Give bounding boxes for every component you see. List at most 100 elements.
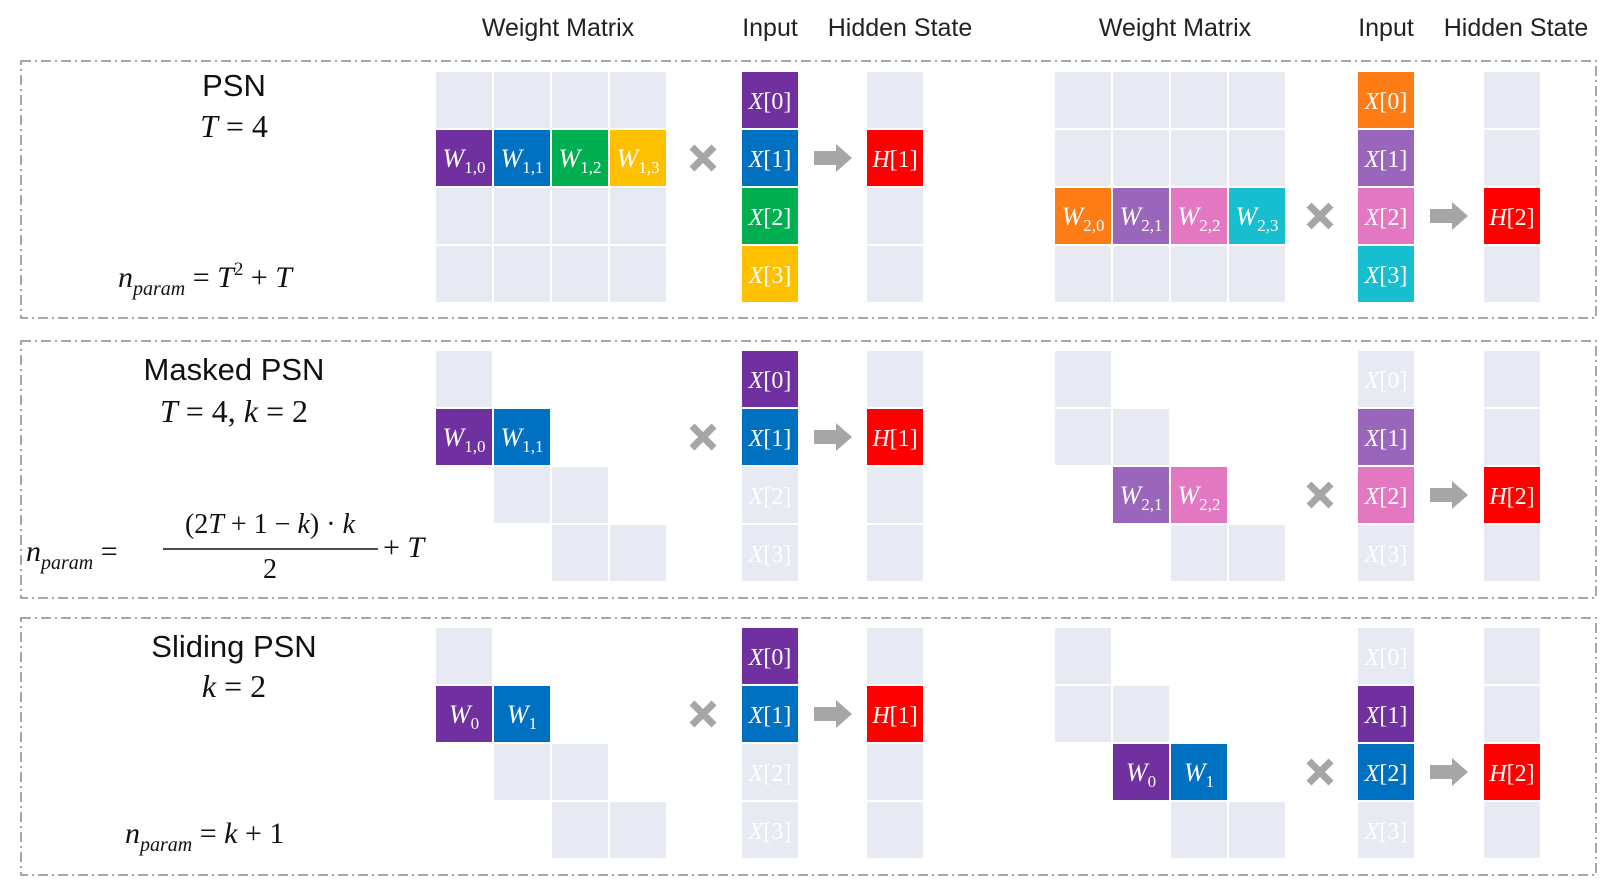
masked-psn-left-right-arrow-icon — [814, 423, 852, 451]
sliding-psn-left-hidden-empty-cell — [867, 744, 923, 800]
sliding-psn-left-input-label: X[3] — [748, 819, 792, 845]
masked-psn-right-weight-label: W2,1 — [1120, 481, 1163, 514]
masked-psn-left-weight-label: W1,0 — [443, 423, 486, 456]
masked-psn-left-input-cell — [742, 351, 798, 407]
panel-title-masked-psn: Masked PSN — [144, 352, 325, 387]
psn-right-times-icon — [1306, 202, 1334, 230]
sliding-psn-left-right-arrow-icon — [814, 700, 852, 728]
psn-right-weight-cell — [1055, 188, 1111, 244]
masked-psn-left-input-label: X[3] — [748, 542, 792, 568]
masked-psn-right-input-label: X[0] — [1364, 368, 1408, 394]
panel-params-sliding-psn: k = 2 — [202, 668, 266, 704]
masked-psn-right-input-label: X[3] — [1364, 542, 1408, 568]
masked-psn-left-input-cell — [742, 525, 798, 581]
sliding-psn-left-input-cell — [742, 628, 798, 684]
sliding-psn-left-input-label: X[2] — [748, 761, 792, 787]
masked-psn-right-right-arrow-icon — [1430, 481, 1468, 509]
formula-sliding-psn: nparam = k + 1 — [125, 817, 284, 856]
psn-right-weight-empty-cell — [1171, 72, 1227, 128]
masked-psn-left-weight-label: W1,1 — [501, 423, 544, 456]
masked-psn-left-hidden-empty-cell — [867, 351, 923, 407]
psn-right-weight-cell — [1229, 188, 1285, 244]
masked-psn-right-weight-empty-cell — [1055, 409, 1111, 465]
sliding-psn-right-weight-empty-cell — [1171, 802, 1227, 858]
panel-title-sliding-psn: Sliding PSN — [151, 629, 316, 664]
sliding-psn-left-input-cell — [742, 744, 798, 800]
psn-left-input-label: X[0] — [748, 89, 792, 115]
psn-left-weight-label: W1,3 — [617, 144, 660, 177]
sliding-psn-right-input-label: X[2] — [1364, 761, 1408, 787]
sliding-psn-right-weight-empty-cell — [1055, 686, 1111, 742]
psn-right-weight-empty-cell — [1229, 130, 1285, 186]
psn-right-weight-label: W2,3 — [1236, 202, 1279, 235]
sliding-psn-left-weight-empty-cell — [610, 802, 666, 858]
masked-psn-left-times-icon — [689, 423, 717, 451]
header-hidden-state-right: Hidden State — [1444, 14, 1589, 42]
sliding-psn-left-weight-cell — [494, 686, 550, 742]
svg-text:2: 2 — [263, 554, 277, 585]
sliding-psn-right-input-cell — [1358, 686, 1414, 742]
psn-left-weight-empty-cell — [610, 246, 666, 302]
sliding-psn-right-weight-empty-cell — [1229, 802, 1285, 858]
psn-left-weight-empty-cell — [436, 188, 492, 244]
psn-right-weight-empty-cell — [1055, 72, 1111, 128]
sliding-psn-left-input-label: X[0] — [748, 645, 792, 671]
masked-psn-left-hidden-state-cell — [867, 409, 923, 465]
masked-psn-left-weight-cell — [436, 409, 492, 465]
psn-left-hidden-state-cell — [867, 130, 923, 186]
svg-text:nparam =: nparam = — [26, 535, 118, 574]
sliding-psn-right-weight-cell — [1113, 744, 1169, 800]
psn-right-weight-empty-cell — [1229, 246, 1285, 302]
masked-psn-right-input-label: X[1] — [1364, 426, 1408, 452]
sliding-psn-right-input-label: X[1] — [1364, 703, 1408, 729]
sliding-psn-right-input-cell — [1358, 802, 1414, 858]
panel-frame-sliding-psn — [20, 617, 1597, 876]
panel-frame-masked-psn — [20, 340, 1597, 599]
sliding-psn-right-input-cell — [1358, 628, 1414, 684]
psn-left-weight-label: W1,1 — [501, 144, 544, 177]
psn-right-weight-label: W2,0 — [1062, 202, 1105, 235]
masked-psn-left-input-label: X[2] — [748, 484, 792, 510]
header-input-left: Input — [742, 14, 798, 42]
masked-psn-left-weight-empty-cell — [610, 525, 666, 581]
masked-psn-left-input-label: X[1] — [748, 426, 792, 452]
masked-psn-right-hidden-empty-cell — [1484, 525, 1540, 581]
sliding-psn-left-weight-label: W1 — [507, 700, 537, 733]
sliding-psn-left-weight-label: W0 — [449, 700, 479, 733]
masked-psn-left-weight-empty-cell — [494, 467, 550, 523]
psn-left-input-cell — [742, 72, 798, 128]
psn-left-weight-cell — [494, 130, 550, 186]
psn-left-hidden-label: H[1] — [871, 147, 917, 173]
psn-right-weight-empty-cell — [1055, 246, 1111, 302]
psn-left-weight-cell — [552, 130, 608, 186]
masked-psn-right-input-cell — [1358, 409, 1414, 465]
psn-left-input-label: X[2] — [748, 205, 792, 231]
psn-right-input-cell — [1358, 72, 1414, 128]
psn-left-times-icon — [689, 144, 717, 172]
sliding-psn-right-right-arrow-icon — [1430, 758, 1468, 786]
psn-right-weight-empty-cell — [1055, 130, 1111, 186]
masked-psn-right-input-cell — [1358, 525, 1414, 581]
psn-left-weight-empty-cell — [494, 72, 550, 128]
psn-right-input-cell — [1358, 130, 1414, 186]
psn-right-input-label: X[0] — [1364, 89, 1408, 115]
masked-psn-left-hidden-empty-cell — [867, 525, 923, 581]
svg-text:(2T + 1 − k) · k: (2T + 1 − k) · k — [185, 509, 356, 540]
diagram-cells: W1,0 W1,1 W1,2 W1,3 X[0] X[1] X[2] X[3] H[1] W2,0… — [436, 72, 1540, 858]
sliding-psn-left-weight-empty-cell — [436, 628, 492, 684]
psn-right-input-label: X[3] — [1364, 263, 1408, 289]
psn-right-weight-empty-cell — [1171, 130, 1227, 186]
formula-masked-psn: nparam = (2T + 1 − k) · k 2 + T — [26, 509, 426, 585]
psn-right-hidden-label: H[2] — [1488, 205, 1534, 231]
psn-right-hidden-empty-cell — [1484, 130, 1540, 186]
masked-psn-left-weight-cell — [494, 409, 550, 465]
masked-psn-right-hidden-empty-cell — [1484, 409, 1540, 465]
masked-psn-left-input-cell — [742, 409, 798, 465]
psn-left-hidden-empty-cell — [867, 246, 923, 302]
sliding-psn-left-input-cell — [742, 802, 798, 858]
psn-left-hidden-empty-cell — [867, 72, 923, 128]
masked-psn-right-weight-cell — [1113, 467, 1169, 523]
masked-psn-left-input-label: X[0] — [748, 368, 792, 394]
psn-left-weight-cell — [610, 130, 666, 186]
sliding-psn-left-input-label: X[1] — [748, 703, 792, 729]
